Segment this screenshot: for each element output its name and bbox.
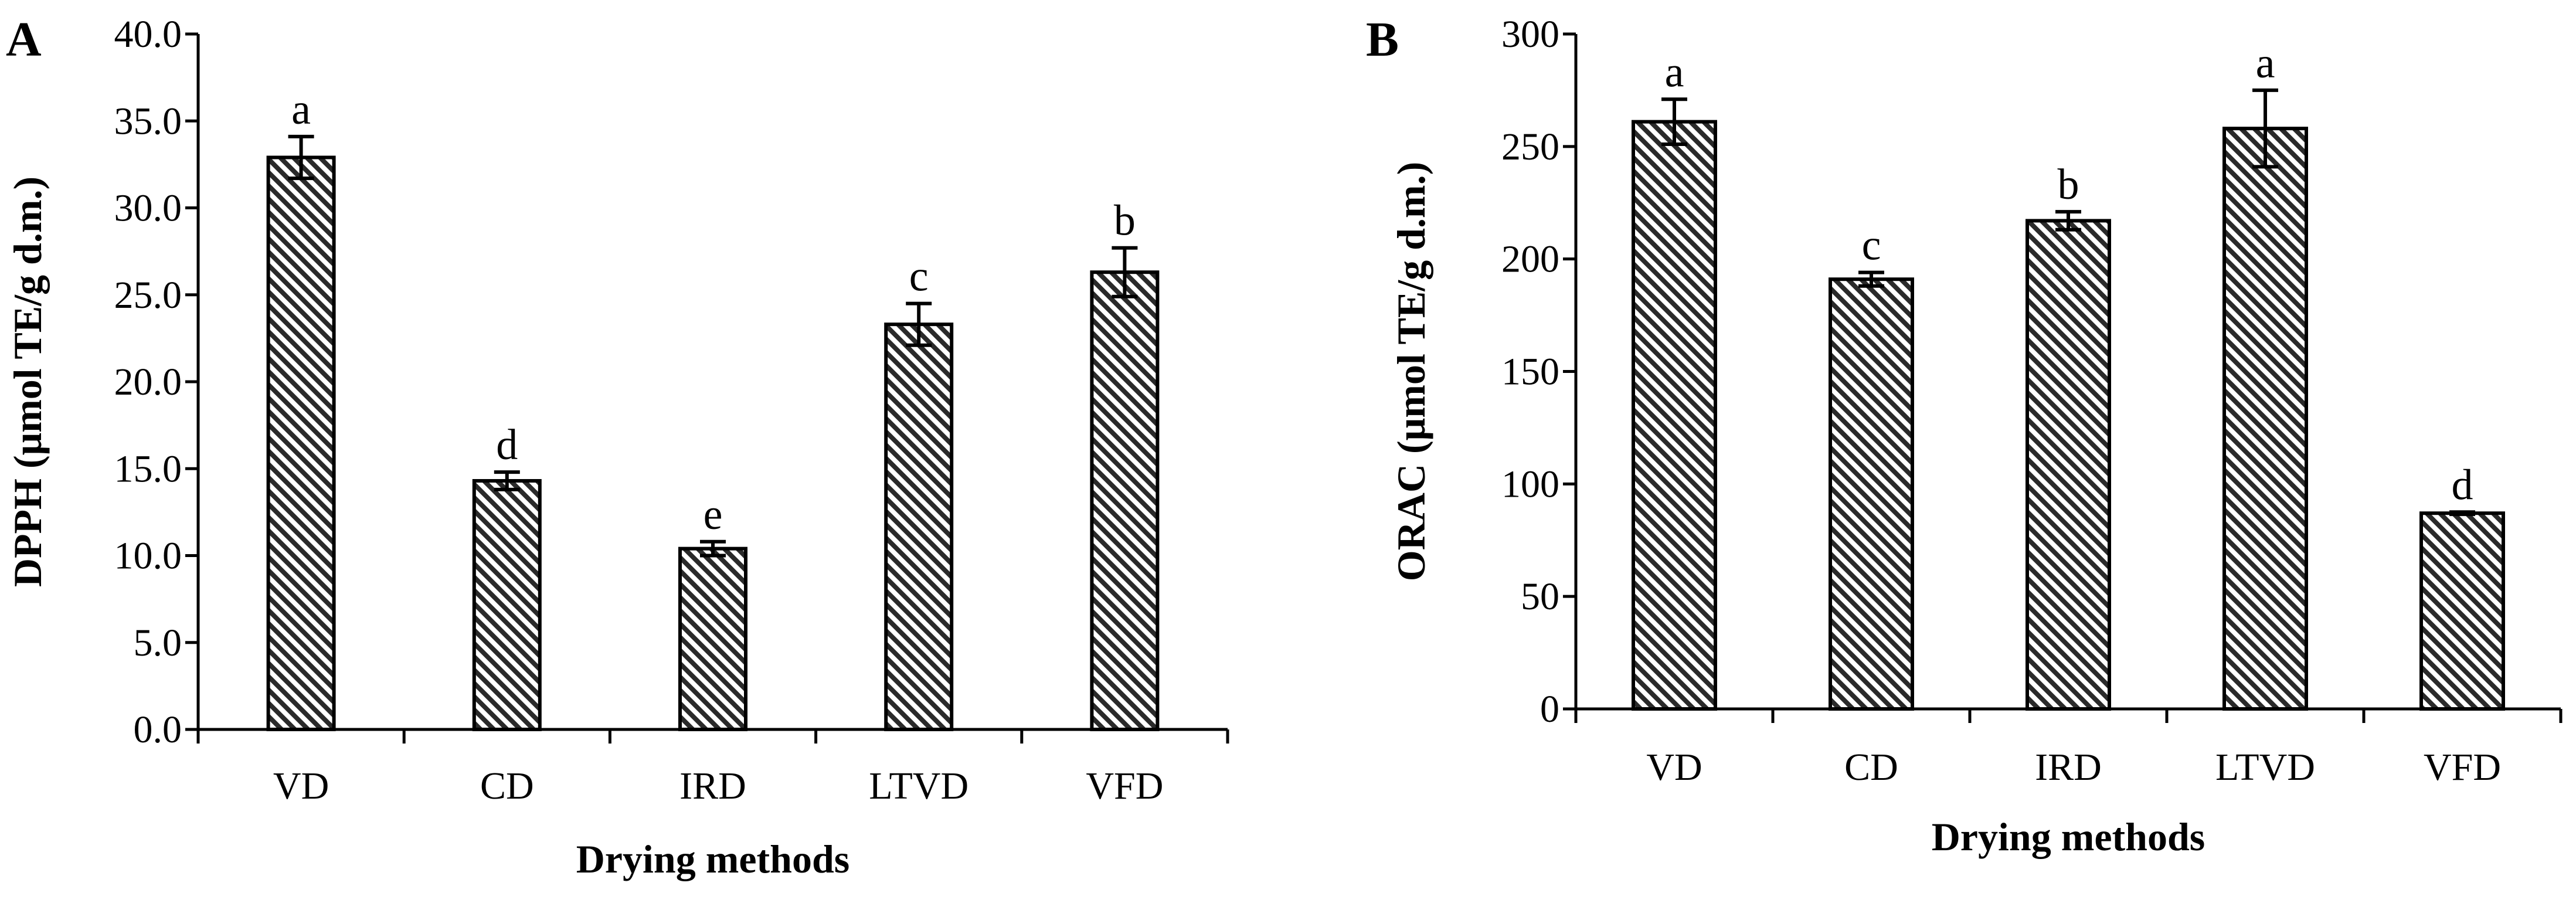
bar-cd [1829, 277, 1914, 711]
category-label: VD [273, 765, 329, 807]
bar-vd [266, 155, 336, 731]
y-tick-label: 150 [1501, 351, 1559, 393]
bar-ltvd [2222, 127, 2308, 711]
panel-letter: B [1366, 12, 1399, 67]
panel-letter: A [6, 12, 42, 67]
y-tick-label: 0.0 [134, 708, 182, 751]
y-tick-label: 10.0 [114, 535, 182, 578]
bar-vd [1632, 120, 1717, 711]
y-tick-label: 15.0 [114, 447, 182, 490]
y-tick-label: 35.0 [114, 100, 182, 142]
x-axis-title: Drying methods [1932, 814, 2205, 859]
y-axis-title: DPPH (μmol TE/g d.m.) [5, 176, 50, 587]
y-tick-label: 100 [1501, 463, 1559, 505]
significance-letter: d [496, 421, 518, 469]
y-tick-label: 20.0 [114, 361, 182, 403]
significance-letter: c [909, 253, 929, 301]
bar-ltvd [884, 322, 954, 731]
significance-letter: b [1114, 197, 1136, 245]
y-axis-title: ORAC (μmol TE/g d.m.) [1389, 162, 1433, 581]
y-tick-label: 300 [1501, 13, 1559, 56]
category-label: LTVD [2215, 746, 2315, 789]
y-tick-label: 25.0 [114, 274, 182, 317]
category-label: CD [1844, 746, 1898, 789]
y-tick-label: 30.0 [114, 187, 182, 230]
bar-vfd [1090, 270, 1160, 731]
significance-letter: c [1862, 222, 1881, 270]
category-label: CD [480, 765, 534, 807]
y-tick-label: 250 [1501, 125, 1559, 168]
significance-letter: a [2256, 39, 2275, 87]
category-label: VFD [1086, 765, 1163, 807]
category-label: IRD [2035, 746, 2102, 789]
chart-panel-a: A 0.0 5.0 10.0 15.0 20.0 25.0 30.0 35.0 40.0 a VD d C… [5, 12, 1229, 881]
significance-letter: a [1665, 48, 1684, 96]
significance-letter: e [704, 491, 723, 539]
significance-letter: b [2058, 161, 2079, 209]
category-label: IRD [679, 765, 746, 807]
bar-cd [472, 479, 542, 731]
category-label: VFD [2424, 746, 2501, 789]
significance-letter: d [2452, 461, 2473, 509]
y-tick-label: 200 [1501, 238, 1559, 281]
category-label: VD [1646, 746, 1702, 789]
category-label: LTVD [869, 765, 968, 807]
y-tick-label: 0 [1540, 688, 1559, 731]
y-tick-label: 50 [1521, 575, 1559, 618]
bar-ird [678, 546, 747, 731]
bar-vfd [2419, 511, 2505, 711]
chart-panel-b: B 0 50 100 150 200 250 300 a VD c CD b IRD a LTVD d VFD Dr… [1366, 12, 2563, 859]
significance-letter: a [291, 86, 311, 134]
y-tick-label: 40.0 [114, 13, 182, 56]
x-axis-title: Drying methods [576, 837, 850, 881]
y-tick-label: 5.0 [134, 622, 182, 664]
bar-ird [2026, 219, 2111, 711]
